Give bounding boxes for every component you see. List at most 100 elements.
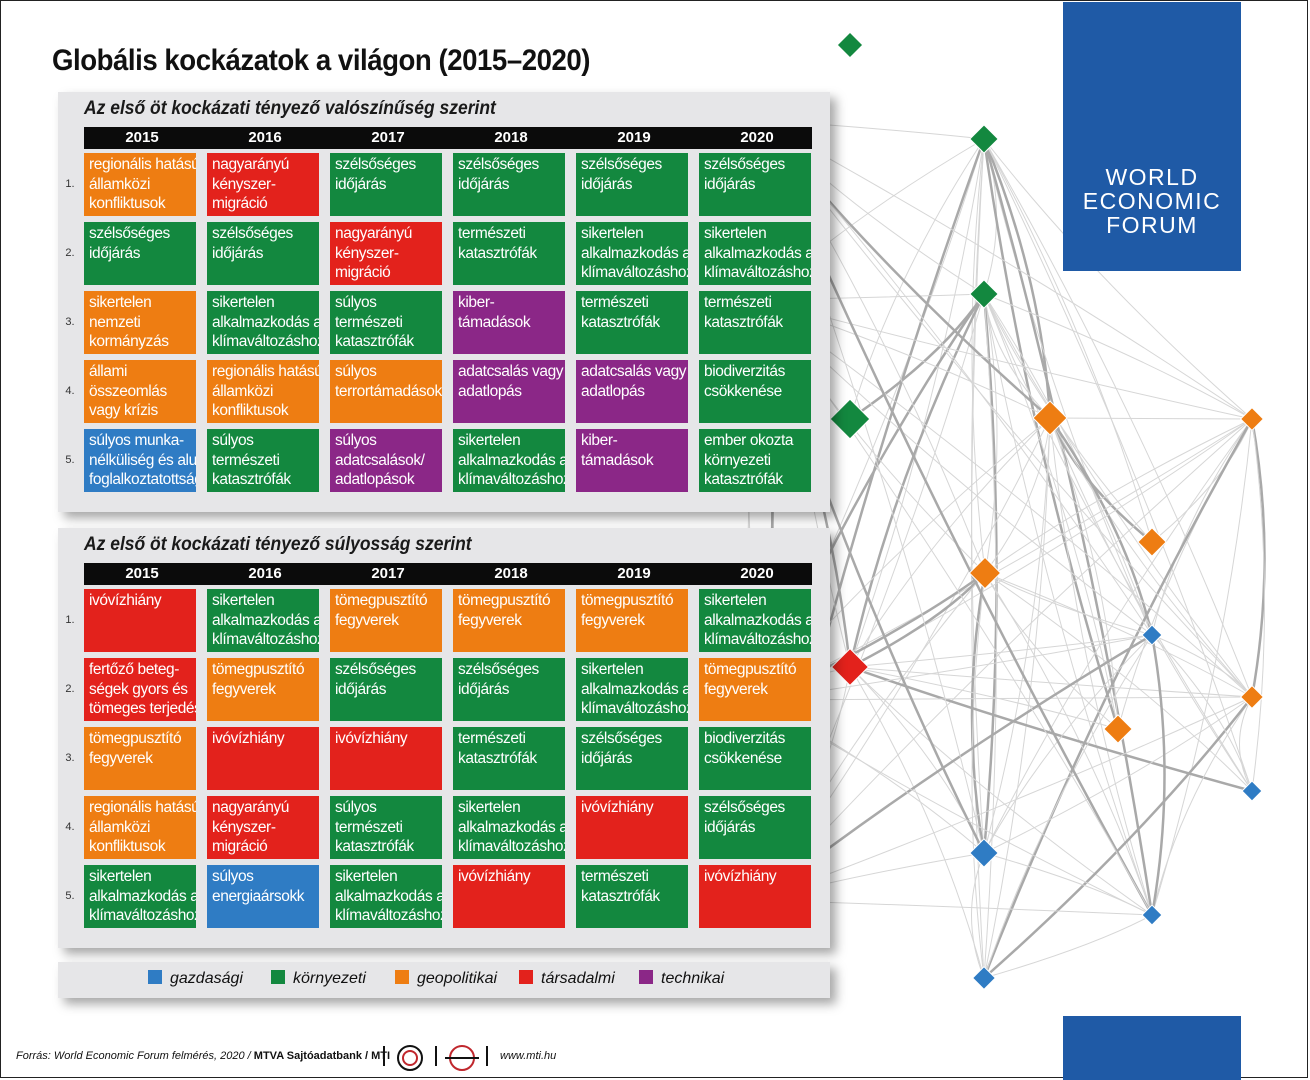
risk-cell-line: klímaváltozáshoz [581,264,688,281]
risk-cell: sikertelen alkalmazkodás a klímaváltozásho… [453,796,565,859]
risk-cell: állami összeomlás vagy krízis [84,360,196,423]
risk-cell-line: tömegpusztító [704,661,797,678]
network-node [1103,714,1133,744]
network-link [983,418,1253,854]
risk-cell-line: fegyverek [335,611,399,629]
footer-url[interactable]: www.mti.hu [500,1050,557,1062]
network-link [759,119,1253,420]
network-link [849,665,1253,793]
risk-cell: szélsőséges időjárás [207,222,319,285]
rank-number: 5. [65,890,75,902]
network-link [983,696,1253,979]
network-link [1151,634,1253,698]
network-link [984,572,1153,636]
risk-cell-line: katasztrófák [458,244,537,262]
risk-cell-line: súlyos [335,294,377,311]
probability-panel: Az első öt kockázati tényező valószínűsé… [58,92,830,512]
risk-cell-line: katasztrófák [704,471,783,488]
network-link [759,696,1253,701]
risk-cell-line: időjárás [704,818,756,836]
risk-cell: adatcsalás vagy adatlopás [453,360,565,423]
risk-cell-line: biodiverzitás [704,730,785,747]
risk-cell: nagyarányú kényszer-migráció [330,222,442,285]
risk-cell: tömegpusztító fegyverek [453,589,565,652]
risk-cell: szélsőséges időjárás [84,222,196,285]
risk-cell-line: sikertelen [458,799,521,816]
wef-bottom-block [1063,1016,1241,1080]
risk-cell-line: szélsőséges [581,156,662,173]
risk-cell: sikertelen alkalmazkodás a klímaváltozásho… [84,865,196,928]
risk-cell-line: katasztrófák [458,749,537,767]
risk-cell-line: katasztrófák [212,471,291,488]
risk-cell-line: klímaváltozáshoz [212,631,319,648]
risk-cell-line: sikertelen [458,432,521,449]
risk-cell-line: kiber- [458,294,495,311]
risk-cell: szélsőséges időjárás [576,153,688,216]
rank-number: 5. [65,454,75,466]
wef-logo-line2: ECONOMIC [1082,188,1222,214]
risk-cell-line: szélsőséges [212,225,293,242]
network-link [849,138,985,668]
risk-cell-line: támadások [458,313,531,331]
risk-cell-line: klímaváltozáshoz [581,700,688,717]
network-link [1049,417,1253,792]
risk-cell-line: alkalmazkodás a [335,887,442,905]
risk-cell: kiber-támadások [576,429,688,492]
network-link [1049,417,1253,698]
risk-cell: természeti katasztrófák [699,291,811,354]
network-link [1151,418,1253,636]
risk-cell-line: fegyverek [581,611,645,629]
risk-cell-line: szélsőséges [458,156,539,173]
network-link [983,293,1253,792]
risk-cell-line: kényszer- [212,175,276,193]
panel-title: Az első öt kockázati tényező valószínűsé… [84,98,496,119]
network-link [970,572,987,854]
legend-label: technikai [661,970,725,987]
network-node [969,838,999,868]
year-label: 2018 [494,129,528,146]
risk-cell: ivóvízhiány [84,589,196,652]
year-label: 2019 [617,565,651,582]
network-link [1151,418,1253,543]
network-link [984,572,1253,698]
risk-cell-line: ivóvízhiány [704,868,777,885]
risk-cell: súlyos természeti katasztrófák [207,429,319,492]
legend-swatch [271,970,285,984]
risk-cell-line: tömeges terjedése [89,700,196,717]
risk-cell-line: időjárás [335,680,387,698]
risk-cell: sikertelen alkalmazkodás a klímaváltozásho… [699,222,811,285]
risk-cell-line: sikertelen [704,225,767,242]
risk-cell-line: regionális hatású [89,156,196,173]
year-label: 2020 [740,565,774,582]
risk-cell-line: adatlopás [581,382,645,400]
network-link [1048,417,1154,636]
risk-cell-line: alkalmazkodás a [581,244,688,262]
risk-cell: ivóvízhiány [207,727,319,790]
legend-label: geopolitikai [417,970,498,987]
risk-cell-line: adatcsalás vagy [581,363,687,380]
network-link [984,418,1253,574]
network-link [983,634,1153,854]
legend-item: gazdasági [148,970,243,988]
network-node [829,398,871,440]
risk-cell: szélsőséges időjárás [453,658,565,721]
risk-cell-line: szélsőséges [581,730,662,747]
mtva-logo-icon [397,1045,423,1071]
risk-cell: ivóvízhiány [699,865,811,928]
risk-cell-line: fegyverek [704,680,768,698]
wef-logo: WORLD ECONOMIC FORUM [1063,2,1241,271]
risk-cell-line: terrortámadások [335,382,442,400]
year-header: 2015 2016 2017 2018 2019 2020 [84,127,812,149]
risk-cell-line: nemzeti [89,313,141,331]
network-node [1032,400,1068,436]
risk-cell-line: alkalmazkodás a [581,680,688,698]
network-node [1241,780,1263,802]
mti-logo-icon [445,1045,479,1071]
legend-label: környezeti [293,970,366,987]
network-link [983,293,1153,916]
network-link [983,293,997,979]
risk-cell-line: sikertelen [581,225,644,242]
network-link [971,572,986,979]
risk-cell: súlyos adatcsalások/adatlopások [330,429,442,492]
risk-cell: természeti katasztrófák [576,291,688,354]
